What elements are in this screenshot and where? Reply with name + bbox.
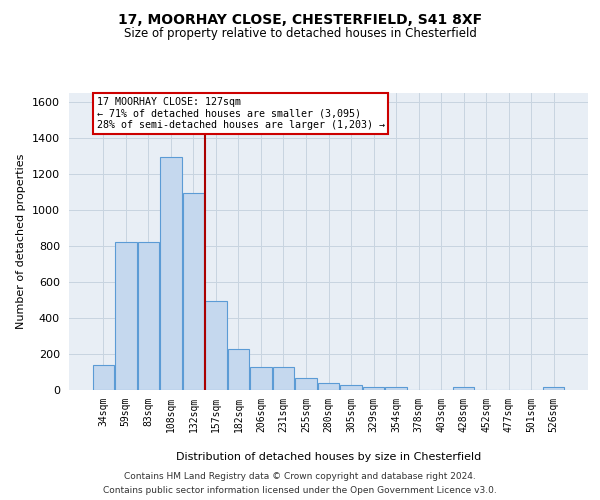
Text: Distribution of detached houses by size in Chesterfield: Distribution of detached houses by size … [176,452,481,462]
Bar [385,388,407,390]
Text: Size of property relative to detached houses in Chesterfield: Size of property relative to detached ho… [124,28,476,40]
Y-axis label: Number of detached properties: Number of detached properties [16,154,26,329]
Bar [363,388,384,390]
Bar [115,242,137,390]
Bar [543,388,565,390]
Bar [182,194,204,390]
Bar [137,242,159,390]
Bar [273,366,294,390]
Text: Contains public sector information licensed under the Open Government Licence v3: Contains public sector information licen… [103,486,497,495]
Bar [160,156,182,390]
Bar [250,366,272,390]
Bar [453,388,475,390]
Bar [340,385,362,390]
Bar [205,300,227,390]
Bar [295,378,317,390]
Bar [92,365,114,390]
Text: 17, MOORHAY CLOSE, CHESTERFIELD, S41 8XF: 17, MOORHAY CLOSE, CHESTERFIELD, S41 8XF [118,12,482,26]
Bar [228,348,249,390]
Text: 17 MOORHAY CLOSE: 127sqm
← 71% of detached houses are smaller (3,095)
28% of sem: 17 MOORHAY CLOSE: 127sqm ← 71% of detach… [97,97,385,130]
Text: Contains HM Land Registry data © Crown copyright and database right 2024.: Contains HM Land Registry data © Crown c… [124,472,476,481]
Bar [318,383,339,390]
